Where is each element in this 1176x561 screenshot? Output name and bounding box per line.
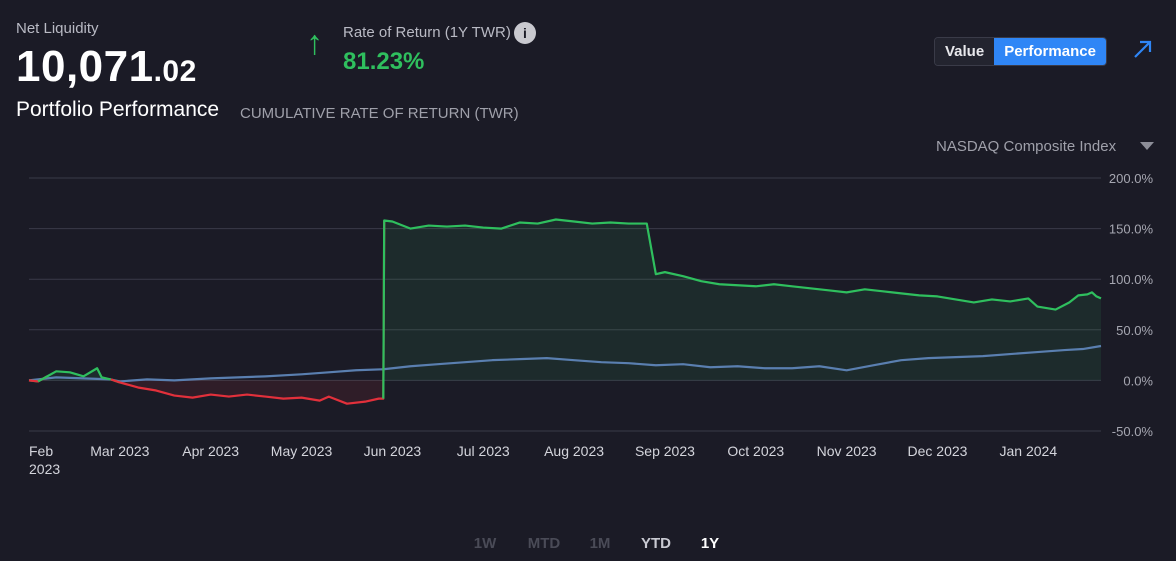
x-tick-label-line: Jan 2024 bbox=[1000, 443, 1058, 459]
x-tick-label-line: Jun 2023 bbox=[364, 443, 422, 459]
x-tick-label: Apr 2023 bbox=[182, 443, 239, 459]
y-tick-label: 150.0% bbox=[1109, 222, 1154, 237]
x-tick-label-line: Nov 2023 bbox=[817, 443, 877, 459]
x-tick-label-line: Feb bbox=[29, 443, 53, 459]
range-1y-button[interactable]: 1Y bbox=[700, 535, 720, 552]
net-liquidity-label: Net Liquidity bbox=[16, 20, 99, 37]
x-tick-label-line: Aug 2023 bbox=[544, 443, 604, 459]
net-liquidity-whole: 10,071 bbox=[16, 42, 154, 91]
range-1m-button[interactable]: 1M bbox=[589, 535, 611, 552]
x-tick-label: May 2023 bbox=[271, 443, 333, 459]
x-tick-label-line: Oct 2023 bbox=[727, 443, 784, 459]
x-tick-label: Jul 2023 bbox=[457, 443, 510, 459]
x-tick-label-line: Jul 2023 bbox=[457, 443, 510, 459]
portfolio-negative-line bbox=[110, 220, 386, 405]
portfolio-negative-area bbox=[110, 220, 385, 404]
section-subtitle: CUMULATIVE RATE OF RETURN (TWR) bbox=[240, 105, 519, 122]
portfolio-negative-area bbox=[29, 376, 48, 382]
return-value: 81.23% bbox=[343, 48, 425, 75]
x-tick-label-line: 2023 bbox=[29, 461, 60, 477]
x-tick-label: Aug 2023 bbox=[544, 443, 604, 459]
y-tick-label: 50.0% bbox=[1116, 323, 1153, 338]
portfolio-positive-line bbox=[37, 367, 121, 384]
expand-arrow-icon[interactable] bbox=[1132, 38, 1154, 60]
x-tick-label-line: May 2023 bbox=[271, 443, 333, 459]
range-ytd-button[interactable]: YTD bbox=[641, 535, 671, 552]
chevron-down-icon[interactable] bbox=[1140, 142, 1154, 150]
performance-toggle-button[interactable]: Performance bbox=[994, 38, 1106, 65]
value-performance-toggle: Value Performance bbox=[934, 37, 1107, 66]
net-liquidity-value: 10,071.02 bbox=[16, 42, 197, 92]
x-tick-label: Oct 2023 bbox=[727, 443, 784, 459]
y-tick-label: -50.0% bbox=[1112, 424, 1154, 439]
portfolio-positive-line bbox=[382, 218, 1102, 399]
range-1w-button[interactable]: 1W bbox=[473, 535, 497, 552]
y-tick-label: 200.0% bbox=[1109, 171, 1154, 186]
x-tick-label-line: Apr 2023 bbox=[182, 443, 239, 459]
info-icon[interactable]: i bbox=[514, 22, 536, 44]
y-tick-label: 0.0% bbox=[1123, 373, 1153, 388]
x-tick-label: Feb 2023 bbox=[29, 443, 60, 477]
net-liquidity-cents: .02 bbox=[153, 55, 197, 88]
y-tick-label: 100.0% bbox=[1109, 272, 1154, 287]
x-tick-label-line: Sep 2023 bbox=[635, 443, 695, 459]
time-range-selector: 1W MTD 1M YTD 1Y bbox=[0, 535, 1176, 555]
value-toggle-button[interactable]: Value bbox=[935, 38, 995, 65]
benchmark-series-line bbox=[28, 344, 1102, 383]
portfolio-positive-area bbox=[383, 219, 1102, 399]
x-tick-label: Dec 2023 bbox=[908, 443, 968, 459]
return-label: Rate of Return (1Y TWR) bbox=[343, 24, 511, 41]
x-tick-label: Mar 2023 bbox=[90, 443, 149, 459]
x-tick-label: Nov 2023 bbox=[817, 443, 877, 459]
benchmark-dropdown[interactable]: NASDAQ Composite Index bbox=[936, 138, 1117, 155]
arrow-up-icon: ↑ bbox=[306, 24, 323, 62]
range-mtd-button[interactable]: MTD bbox=[527, 535, 561, 552]
x-tick-label: Jun 2023 bbox=[364, 443, 422, 459]
x-tick-label-line: Mar 2023 bbox=[90, 443, 149, 459]
x-tick-label-line: Dec 2023 bbox=[908, 443, 968, 459]
x-tick-label: Jan 2024 bbox=[1000, 443, 1058, 459]
section-title: Portfolio Performance bbox=[16, 98, 220, 121]
x-tick-label: Sep 2023 bbox=[635, 443, 695, 459]
